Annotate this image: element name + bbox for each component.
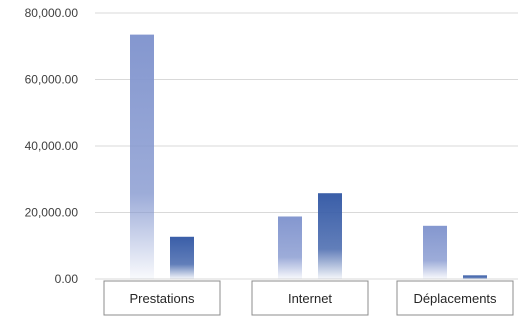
bar-2-internet: [318, 193, 342, 279]
category-labels: Prestations Internet Déplacements: [103, 280, 514, 316]
category-label-box: [396, 280, 514, 316]
bar-1-d-placements: [423, 225, 447, 279]
bar-2-d-placements: [463, 275, 487, 279]
bar-2-prestations: [170, 236, 194, 279]
category-label-box: [103, 280, 221, 316]
gridlines: [95, 12, 518, 280]
bar-1-prestations: [130, 34, 154, 279]
bars: [130, 34, 487, 279]
y-tick-label: 40,000.00: [25, 139, 79, 153]
category-label-box: [251, 280, 369, 316]
y-tick-label: 0.00: [55, 272, 79, 286]
y-axis-tick-labels: 0.00 20,000.00 40,000.00 60,000.00 80,000.00: [25, 6, 79, 286]
category-label: Internet: [288, 291, 332, 306]
y-tick-label: 20,000.00: [25, 206, 79, 220]
category-label: Prestations: [129, 291, 195, 306]
category-label: Déplacements: [413, 291, 497, 306]
y-tick-label: 60,000.00: [25, 73, 79, 87]
bar-1-internet: [278, 216, 302, 279]
y-tick-label: 80,000.00: [25, 6, 79, 20]
